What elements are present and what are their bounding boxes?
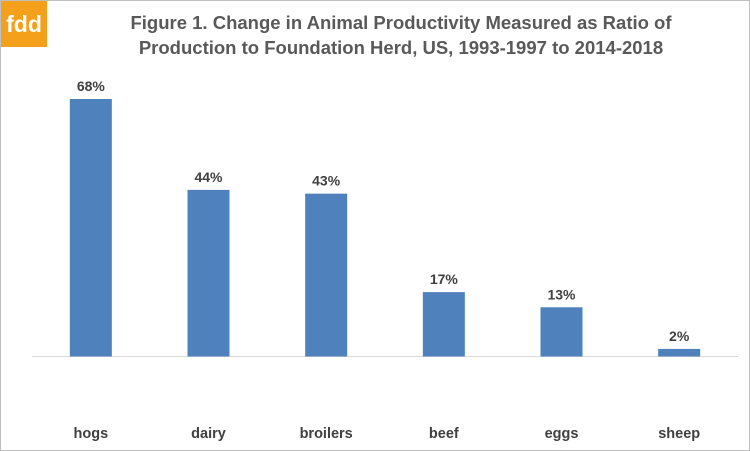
- category-label-sheep: sheep: [658, 426, 700, 442]
- fdd-logo: fdd: [1, 1, 47, 47]
- data-label-sheep: 2%: [669, 328, 690, 344]
- bar-hogs: [69, 99, 112, 357]
- category-label-hogs: hogs: [74, 426, 109, 442]
- category-label-dairy: dairy: [191, 426, 226, 442]
- bar-eggs: [540, 307, 583, 357]
- category-label-eggs: eggs: [545, 426, 579, 442]
- category-label-beef: beef: [429, 426, 459, 442]
- data-label-broilers: 43%: [312, 173, 341, 189]
- bar-dairy: [187, 189, 230, 357]
- bar-broilers: [305, 193, 348, 357]
- category-label-broilers: broilers: [300, 426, 353, 442]
- chart-title-line-1: Figure 1. Change in Animal Productivity …: [130, 12, 672, 33]
- chart-title: Figure 1. Change in Animal Productivity …: [61, 10, 741, 60]
- bar-beef: [422, 292, 465, 357]
- data-label-hogs: 68%: [77, 78, 106, 94]
- data-label-eggs: 13%: [547, 286, 576, 302]
- chart-title-line-2: Production to Foundation Herd, US, 1993-…: [138, 37, 664, 58]
- bar-sheep: [658, 348, 701, 357]
- data-label-beef: 17%: [430, 271, 459, 287]
- data-label-dairy: 44%: [194, 169, 223, 185]
